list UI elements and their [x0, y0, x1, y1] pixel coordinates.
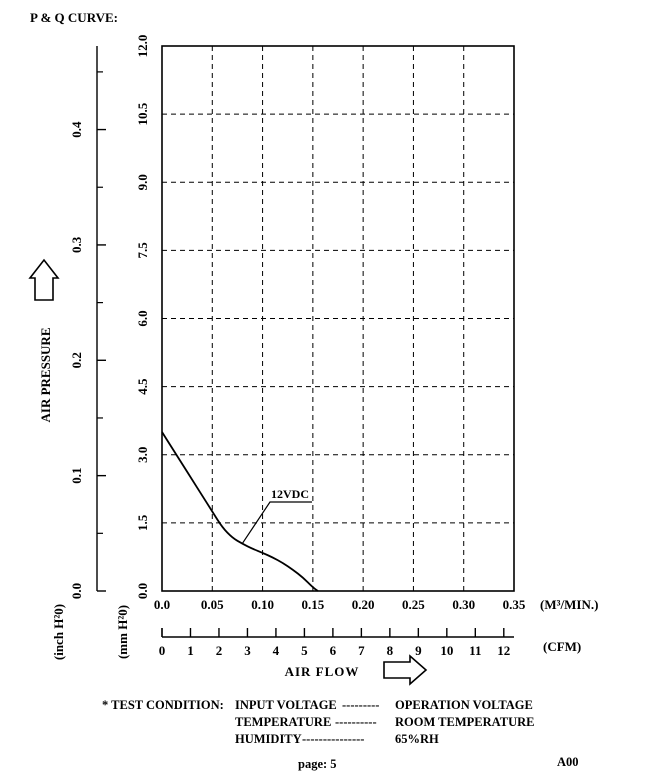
cfm-tick-label: 1 [187, 643, 194, 658]
series-line [161, 431, 319, 592]
x-axis-title: AIR FLOW [285, 664, 360, 679]
chart-grid [162, 46, 514, 591]
condition-dashes: --------- [342, 698, 380, 712]
cfm-tick-label: 7 [358, 643, 365, 658]
y-tick-label-mm: 7.5 [135, 242, 150, 259]
cfm-tick-label: 12 [497, 643, 510, 658]
condition-value: 65%RH [395, 732, 439, 746]
y-tick-label-mm: 10.5 [135, 102, 150, 125]
condition-label: TEMPERATURE [235, 715, 332, 729]
cfm-tick-label: 11 [469, 643, 481, 658]
x-tick-label: 0.05 [201, 597, 224, 612]
series-leader-line [241, 501, 312, 544]
y-tick-label-inch: 0.0 [69, 583, 84, 599]
condition-value: OPERATION VOLTAGE [395, 698, 533, 712]
x-tick-label: 0.10 [251, 597, 274, 612]
page-number: page: 5 [298, 757, 337, 771]
cfm-tick-label: 8 [387, 643, 394, 658]
chart-axes [96, 45, 515, 638]
up-arrow-icon [28, 258, 60, 301]
cfm-tick-label: 4 [273, 643, 280, 658]
plot-frame [161, 45, 515, 592]
page-title: P & Q CURVE: [30, 10, 119, 25]
series-label: 12VDC [271, 487, 309, 501]
test-condition-prefix: * TEST CONDITION: [102, 698, 224, 712]
y-tick-label-mm: 3.0 [135, 447, 150, 463]
x-unit-label: (M³/MIN.) [540, 597, 598, 612]
x-tick-label: 0.30 [452, 597, 475, 612]
x-tick-label: 0.35 [503, 597, 526, 612]
y-tick-label-inch: 0.4 [69, 121, 84, 138]
y-axis-title: AIR PRESSURE [38, 328, 53, 423]
y-tick-label-mm: 6.0 [135, 310, 150, 326]
y-unit-inch-label: (inch H²0) [51, 604, 66, 660]
cfm-tick-label: 2 [216, 643, 223, 658]
y-tick-label-inch: 0.2 [69, 352, 84, 368]
x-tick-label: 0.0 [154, 597, 170, 612]
x-tick-label: 0.20 [352, 597, 375, 612]
cfm-tick-label: 9 [415, 643, 422, 658]
y-unit-mm-label: (mm H²0) [115, 605, 130, 659]
y-tick-label-mm: 12.0 [135, 35, 150, 58]
y-tick-label-inch: 0.3 [69, 236, 84, 253]
y-tick-label-mm: 0.0 [135, 583, 150, 599]
condition-label: HUMIDITY [235, 732, 302, 746]
cfm-tick-label: 6 [330, 643, 337, 658]
y-tick-label-inch: 0.1 [69, 468, 84, 484]
condition-dashes: --------------- [302, 732, 365, 746]
document-code: A00 [557, 755, 579, 769]
cfm-tick-label: 0 [159, 643, 166, 658]
condition-value: ROOM TEMPERATURE [395, 715, 535, 729]
condition-label: INPUT VOLTAGE [235, 698, 337, 712]
x-tick-label: 0.15 [301, 597, 324, 612]
y-tick-label-mm: 4.5 [135, 378, 150, 395]
chart-labels: 0.0 0.05 0.10 0.15 0.20 0.25 0.30 0.350.01.53.0… [38, 35, 598, 679]
x-tick-label: 0.25 [402, 597, 425, 612]
cfm-tick-label: 5 [301, 643, 308, 658]
right-arrow-icon [383, 654, 428, 686]
cfm-tick-label: 3 [244, 643, 251, 658]
cfm-tick-label: 10 [440, 643, 453, 658]
cfm-unit-label: (CFM) [543, 639, 581, 654]
chart-series: 12VDC [161, 431, 319, 592]
y-tick-label-mm: 9.0 [135, 174, 150, 190]
y-tick-label-mm: 1.5 [135, 514, 150, 531]
condition-dashes: ---------- [335, 715, 377, 729]
